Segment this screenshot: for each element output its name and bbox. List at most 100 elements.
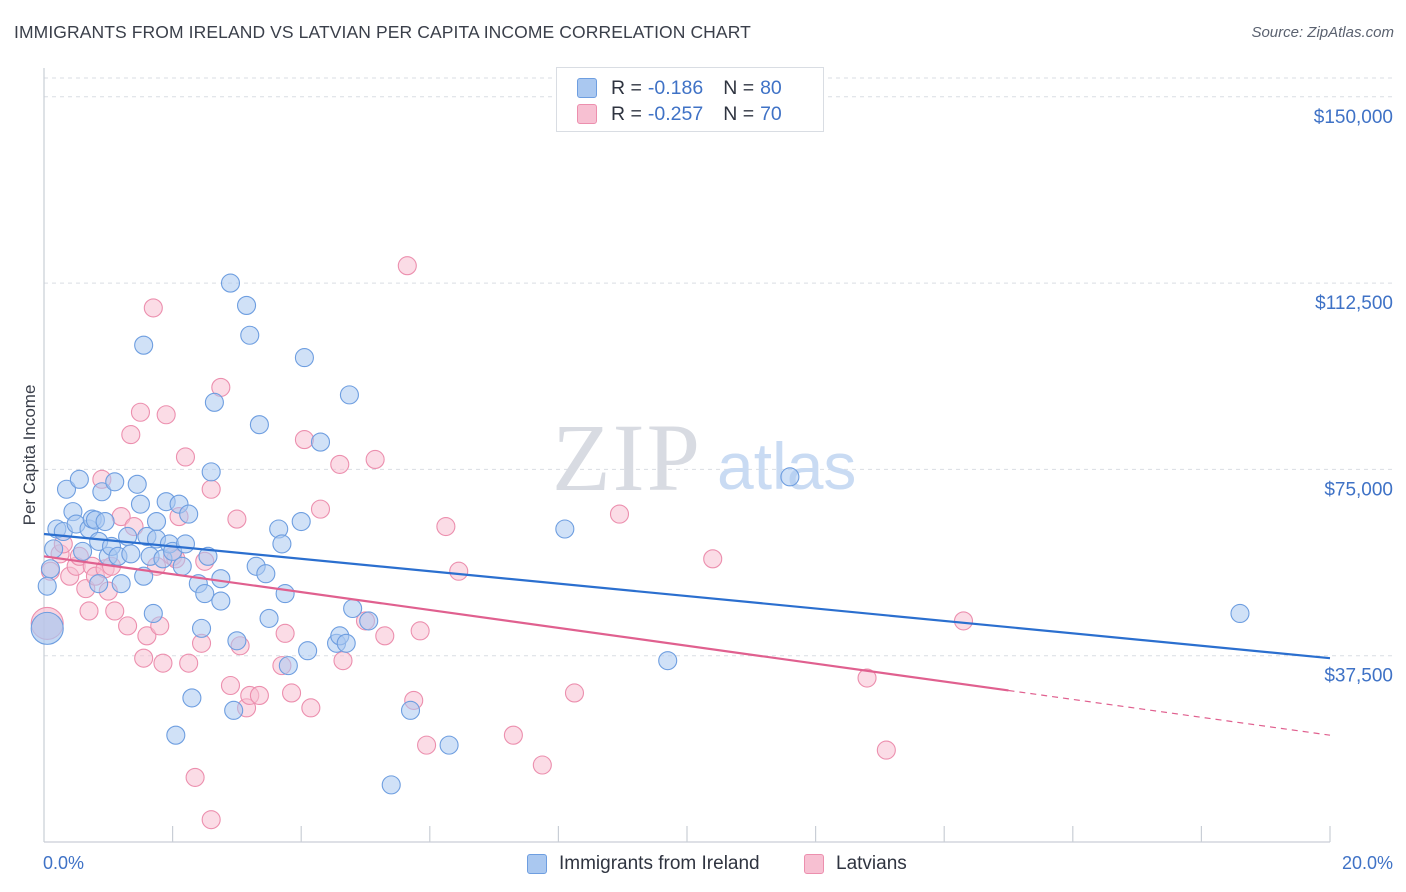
legend-n-value-ireland: 80 (760, 76, 782, 99)
point-ireland (37, 576, 57, 596)
legend-row-latvians: R = -0.257 N = 70 (577, 102, 782, 126)
point-ireland (298, 641, 318, 661)
point-ireland (121, 544, 141, 564)
point-latvians (449, 561, 469, 581)
point-ireland (105, 472, 125, 492)
point-latvians (365, 449, 385, 470)
point-latvians (121, 425, 141, 445)
point-ireland (256, 564, 276, 584)
point-latvians (130, 402, 150, 422)
point-ireland (275, 584, 295, 604)
point-latvians (105, 601, 125, 621)
point-ireland (336, 633, 356, 653)
point-latvians (79, 601, 99, 621)
y-tick-label: $112,500 (1315, 293, 1393, 314)
point-ireland (30, 611, 64, 645)
chart-source: Source: ZipAtlas.com (1251, 24, 1394, 41)
point-latvians (143, 298, 163, 318)
bottom-legend-latvians: Latvians (804, 851, 907, 877)
point-ireland (227, 631, 247, 651)
y-tick-labels: $37,500 $75,000 $112,500 $150,000 (1314, 107, 1393, 687)
point-ireland (780, 467, 800, 487)
legend-r-label: R = (611, 76, 642, 99)
point-latvians (134, 648, 154, 668)
point-latvians (609, 504, 630, 524)
point-ireland (130, 494, 150, 514)
point-ireland (204, 392, 224, 412)
point-ireland (73, 541, 93, 561)
point-ireland (291, 512, 311, 532)
point-latvians (876, 740, 896, 760)
bottom-legend-label-latvians: Latvians (836, 853, 907, 874)
point-ireland (249, 415, 269, 435)
point-ireland (211, 569, 231, 589)
bottom-legend-swatch-ireland (527, 854, 547, 874)
correlation-legend: R = -0.186 N = 80 R = -0.257 N = 70 (556, 67, 824, 132)
legend-n-label: N = (723, 102, 755, 125)
x-tick-label-min: 0.0% (43, 853, 84, 873)
legend-swatch-latvians (577, 104, 597, 124)
point-ireland (272, 534, 292, 554)
point-latvians (857, 668, 877, 688)
y-tick-label: $150,000 (1314, 107, 1393, 128)
point-ireland (182, 688, 202, 708)
point-latvians (282, 683, 302, 703)
point-ireland (69, 469, 89, 489)
point-latvians (532, 755, 552, 775)
point-ireland (294, 348, 314, 368)
point-ireland (259, 608, 279, 628)
point-latvians (118, 616, 138, 636)
point-ireland (191, 618, 212, 638)
chart-title: IMMIGRANTS FROM IRELAND VS LATVIAN PER C… (14, 22, 751, 42)
legend-r-value-ireland: -0.186 (647, 76, 704, 99)
point-latvians (436, 516, 456, 537)
point-latvians (375, 626, 395, 646)
point-latvians (397, 256, 417, 276)
legend-r-value-latvians: -0.257 (647, 102, 704, 125)
point-ireland (236, 295, 257, 315)
watermark: ZIP atlas (552, 404, 856, 511)
trend-line-ireland (43, 532, 1331, 660)
point-latvians (185, 767, 205, 787)
legend-r-label: R = (611, 102, 642, 125)
point-latvians (156, 405, 176, 425)
data-points (30, 256, 1250, 830)
point-ireland (146, 512, 167, 532)
point-latvians (227, 509, 247, 529)
point-ireland (201, 462, 221, 482)
point-ireland (166, 725, 186, 745)
point-latvians (953, 611, 974, 631)
point-latvians (564, 683, 585, 703)
point-latvians (301, 698, 321, 718)
point-ireland (92, 482, 112, 502)
point-latvians (703, 549, 723, 569)
point-latvians (330, 454, 350, 474)
point-ireland (143, 603, 163, 624)
point-ireland (89, 574, 109, 594)
point-ireland (134, 335, 154, 355)
point-latvians (275, 623, 295, 643)
point-latvians (220, 675, 241, 696)
point-ireland (278, 656, 298, 676)
point-ireland (240, 325, 260, 345)
point-ireland (111, 574, 131, 594)
point-ireland (555, 519, 575, 539)
point-latvians (333, 651, 353, 671)
y-tick-label: $37,500 (1324, 666, 1393, 687)
point-ireland (224, 700, 244, 720)
point-ireland (658, 651, 678, 671)
bottom-legend-swatch-latvians (804, 854, 824, 874)
point-ireland (359, 611, 379, 631)
bottom-legend-ireland: Immigrants from Ireland (527, 851, 760, 877)
point-latvians (175, 447, 196, 467)
point-latvians (310, 499, 331, 519)
point-ireland (56, 479, 77, 499)
grid-lines (44, 77, 1394, 657)
trend-line-latvians (43, 555, 1009, 692)
point-ireland (310, 432, 331, 452)
point-latvians (503, 725, 523, 745)
trend-line-latvians-extrapolated (1008, 689, 1331, 736)
point-ireland (381, 775, 401, 795)
point-ireland (172, 556, 192, 576)
